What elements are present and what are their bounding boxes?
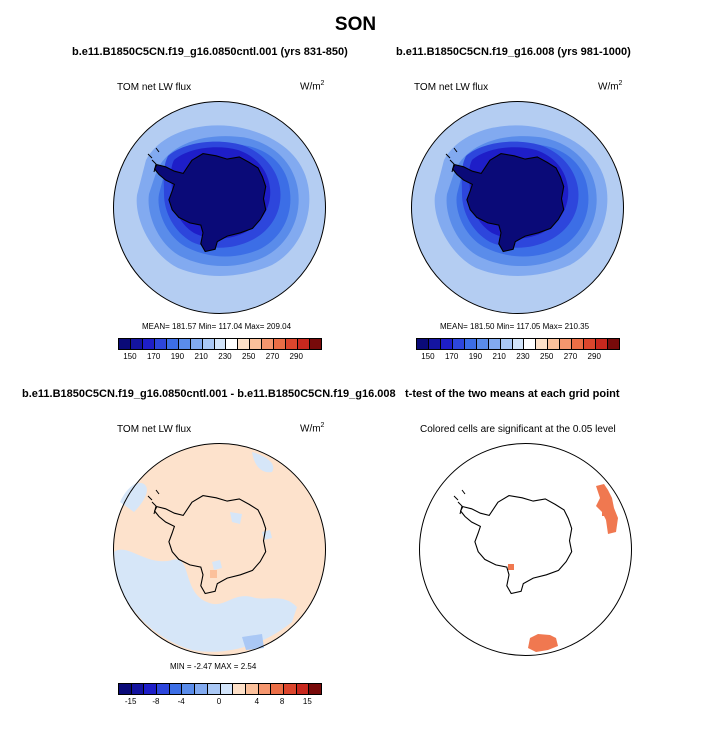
colorbar-swatch — [309, 684, 321, 694]
colorbar-swatch — [596, 339, 608, 349]
panel-3-colorbar — [118, 683, 322, 695]
colorbar-swatch — [262, 339, 275, 349]
colorbar-swatch — [250, 339, 263, 349]
colorbar-swatch — [584, 339, 597, 349]
colorbar-tick-label: 210 — [194, 352, 208, 361]
colorbar-swatch — [238, 339, 251, 349]
panel-2-colorbar — [416, 338, 620, 350]
panel-1-map — [113, 101, 326, 314]
colorbar-tick-label: 170 — [146, 352, 161, 361]
colorbar-swatch — [119, 339, 131, 349]
colorbar-swatch — [274, 339, 287, 349]
colorbar-swatch — [608, 339, 619, 349]
colorbar-tick-label: -4 — [177, 697, 185, 706]
colorbar-swatch — [144, 684, 158, 694]
colorbar-swatch — [286, 339, 299, 349]
colorbar-swatch — [548, 339, 561, 349]
colorbar-tick-label: 250 — [540, 352, 554, 361]
colorbar-tick-label: -15 — [124, 697, 137, 706]
colorbar-swatch — [452, 339, 465, 349]
colorbar-swatch — [245, 684, 259, 694]
colorbar-swatch — [142, 339, 155, 349]
panel-1-colorbar-ticks: 150 170 190 210 230 250 270 290 — [118, 352, 322, 362]
colorbar-swatch — [310, 339, 321, 349]
colorbar-swatch — [190, 339, 203, 349]
panel-2-variable-label: TOM net LW flux — [414, 82, 489, 93]
colorbar-swatch — [488, 339, 501, 349]
colorbar-swatch — [298, 339, 310, 349]
colorbar-swatch — [428, 339, 441, 349]
colorbar-swatch — [226, 339, 239, 349]
colorbar-tick-label: -8 — [152, 697, 160, 706]
colorbar-tick-label: 170 — [444, 352, 459, 361]
colorbar-tick-label: 150 — [421, 352, 435, 361]
colorbar-swatch — [214, 339, 227, 349]
colorbar-swatch — [258, 684, 272, 694]
panel-3-colorbar-ticks: -15 -8 -4 0 4 8 15 — [118, 697, 322, 707]
panel-2-stats: MEAN= 181.50 Min= 117.05 Max= 210.35 — [440, 322, 590, 331]
panel-2-units: W/m2 — [598, 80, 623, 93]
colorbar-swatch — [560, 339, 573, 349]
panel-4-subtitle: Colored cells are significant at the 0.0… — [420, 424, 616, 435]
colorbar-swatch — [271, 684, 284, 694]
figure-title: SON — [334, 14, 377, 35]
panel-4-map — [419, 443, 632, 656]
colorbar-tick-label: 230 — [516, 352, 530, 361]
colorbar-swatch — [169, 684, 183, 694]
panel-3-map — [113, 443, 326, 656]
colorbar-swatch — [119, 684, 132, 694]
panel-1-stats: MEAN= 181.57 Min= 117.04 Max= 209.04 — [142, 322, 292, 331]
panel-4-title: t-test of the two means at each grid poi… — [405, 388, 620, 400]
panel-2-colorbar-ticks: 150 170 190 210 230 250 270 290 — [416, 352, 620, 362]
colorbar-tick-label: 290 — [587, 352, 601, 361]
colorbar-swatch — [536, 339, 549, 349]
panel-3-title: b.e11.B1850C5CN.f19_g16.0850cntl.001 - b… — [22, 388, 396, 400]
colorbar-swatch — [417, 339, 429, 349]
colorbar-swatch — [178, 339, 191, 349]
panel-1-colorbar — [118, 338, 322, 350]
colorbar-swatch — [233, 684, 246, 694]
colorbar-swatch — [182, 684, 196, 694]
colorbar-tick-label: 4 — [254, 697, 260, 706]
colorbar-tick-label: 190 — [170, 352, 185, 361]
panel-1-title: b.e11.B1850C5CN.f19_g16.0850cntl.001 (yr… — [72, 46, 348, 58]
colorbar-tick-label: 150 — [123, 352, 137, 361]
colorbar-swatch — [195, 684, 208, 694]
colorbar-swatch — [157, 684, 170, 694]
colorbar-tick-label: 270 — [265, 352, 280, 361]
colorbar-swatch — [464, 339, 477, 349]
colorbar-tick-label: 230 — [218, 352, 232, 361]
colorbar-tick-label: 8 — [279, 697, 285, 706]
colorbar-swatch — [131, 684, 145, 694]
colorbar-swatch — [283, 684, 297, 694]
colorbar-tick-label: 250 — [242, 352, 256, 361]
colorbar-swatch — [512, 339, 525, 349]
panel-3-variable-label: TOM net LW flux — [117, 424, 192, 435]
panel-3-units: W/m2 — [300, 422, 325, 435]
colorbar-tick-label: 290 — [289, 352, 303, 361]
colorbar-swatch — [440, 339, 453, 349]
colorbar-swatch — [500, 339, 513, 349]
panel-1-units: W/m2 — [300, 80, 325, 93]
panel-2-map — [411, 101, 624, 314]
panel-1-variable-label: TOM net LW flux — [117, 82, 192, 93]
colorbar-swatch — [166, 339, 179, 349]
colorbar-swatch — [202, 339, 215, 349]
panel-2-title: b.e11.B1850C5CN.f19_g16.008 (yrs 981-100… — [396, 46, 631, 58]
colorbar-tick-label: 210 — [492, 352, 506, 361]
colorbar-swatch — [524, 339, 537, 349]
colorbar-tick-label: 190 — [468, 352, 483, 361]
colorbar-swatch — [130, 339, 143, 349]
colorbar-swatch — [572, 339, 585, 349]
panel-3-stats: MIN = -2.47 MAX = 2.54 — [170, 662, 257, 671]
significant-cells — [508, 484, 618, 652]
colorbar-tick-label: 0 — [216, 697, 222, 706]
colorbar-swatch — [220, 684, 234, 694]
colorbar-tick-label: 270 — [563, 352, 578, 361]
colorbar-tick-label: 15 — [302, 697, 312, 706]
colorbar-swatch — [296, 684, 310, 694]
colorbar-swatch — [207, 684, 221, 694]
colorbar-swatch — [154, 339, 167, 349]
colorbar-swatch — [476, 339, 489, 349]
